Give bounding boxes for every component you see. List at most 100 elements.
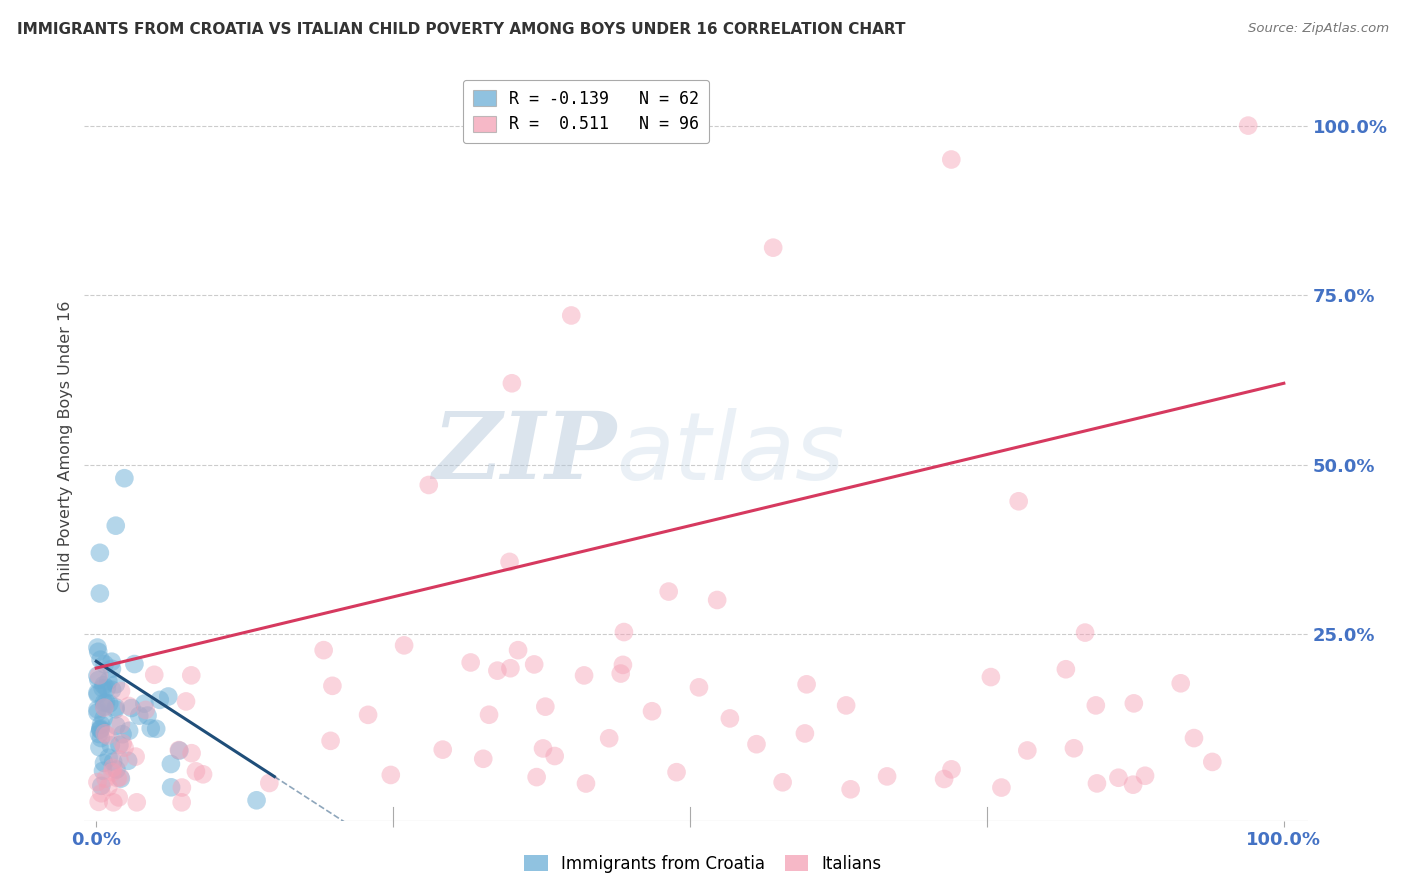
Point [531,741,554,756]
Point [90,731,112,745]
Point [762,241,785,255]
Point [941,763,963,777]
Point [134,697,156,711]
Point [93,657,115,672]
Point [1170,676,1192,690]
Point [876,769,898,783]
Point [1085,776,1108,790]
Point [112,471,135,485]
Point [104,702,127,716]
Point [169,743,191,757]
Point [598,731,620,746]
Point [380,768,402,782]
Legend: Immigrants from Croatia, Italians: Immigrants from Croatia, Italians [517,848,889,880]
Point [91,764,114,778]
Point [245,793,267,807]
Text: ZIP: ZIP [432,409,616,499]
Point [486,664,509,678]
Point [145,722,167,736]
Point [86,640,108,655]
Point [125,795,148,809]
Point [111,736,134,750]
Point [665,765,688,780]
Point [124,657,146,671]
Point [110,772,132,786]
Point [1017,743,1039,757]
Point [107,771,129,785]
Point [170,780,193,795]
Point [990,780,1012,795]
Point [87,673,110,687]
Point [575,776,598,790]
Point [89,586,111,600]
Point [160,780,183,795]
Point [478,707,501,722]
Point [312,643,335,657]
Point [1084,698,1107,713]
Point [103,795,125,809]
Point [114,740,136,755]
Point [87,668,110,682]
Point [157,690,180,704]
Point [143,668,166,682]
Point [321,679,343,693]
Point [432,742,454,756]
Text: atlas: atlas [616,408,845,499]
Point [1122,697,1144,711]
Point [980,670,1002,684]
Point [87,727,110,741]
Point [86,688,108,702]
Point [101,755,124,769]
Point [86,706,108,720]
Point [835,698,858,713]
Point [718,711,741,725]
Point [1063,741,1085,756]
Point [941,153,963,167]
Point [98,697,121,711]
Point [107,790,129,805]
Point [609,666,631,681]
Text: IMMIGRANTS FROM CROATIA VS ITALIAN CHILD POVERTY AMONG BOYS UNDER 16 CORRELATION: IMMIGRANTS FROM CROATIA VS ITALIAN CHILD… [17,22,905,37]
Point [105,719,128,733]
Point [180,746,202,760]
Point [641,704,664,718]
Point [506,643,529,657]
Point [101,682,124,697]
Point [90,723,112,738]
Point [90,653,112,667]
Point [97,780,120,794]
Point [613,625,636,640]
Point [118,723,141,738]
Point [89,546,111,560]
Point [100,655,122,669]
Point [96,681,118,696]
Point [688,681,710,695]
Point [93,756,115,770]
Point [501,376,523,391]
Point [93,699,115,714]
Point [1237,119,1260,133]
Point [93,700,115,714]
Y-axis label: Child Poverty Among Boys Under 16: Child Poverty Among Boys Under 16 [58,301,73,591]
Point [90,717,112,731]
Point [124,749,146,764]
Point [86,702,108,716]
Point [108,738,131,752]
Point [108,753,131,767]
Point [86,669,108,683]
Point [460,656,482,670]
Point [90,786,112,800]
Point [89,722,111,736]
Point [658,584,681,599]
Point [101,761,124,775]
Point [89,740,111,755]
Point [526,770,548,784]
Point [97,750,120,764]
Point [612,657,634,672]
Point [90,779,112,793]
Point [1008,494,1031,508]
Point [1182,731,1205,745]
Point [796,677,818,691]
Point [96,729,118,743]
Point [89,723,111,737]
